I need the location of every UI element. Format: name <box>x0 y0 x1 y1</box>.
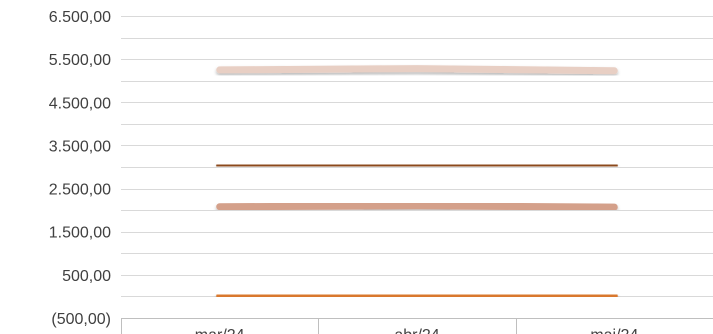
series-3 <box>216 292 618 300</box>
y-tick-label: 4.500,00 <box>49 95 111 112</box>
y-tick-label: 1.500,00 <box>49 225 111 242</box>
y-axis-tick-labels: (500,00) 500,00 1.500,00 2.500,00 3.500,00 4.… <box>49 9 111 328</box>
series-0 <box>216 65 618 75</box>
y-tick-label: 3.500,00 <box>49 138 111 155</box>
x-category-label: abr/24 <box>394 327 439 334</box>
series-lines <box>216 65 618 300</box>
y-tick-label: 6.500,00 <box>49 9 111 26</box>
x-axis: mar/24 abr/24 mai/24 <box>121 318 713 334</box>
series-2 <box>216 202 618 211</box>
series-line <box>216 202 618 211</box>
y-tick-label: 5.500,00 <box>49 52 111 69</box>
y-tick-label: (500,00) <box>51 311 111 328</box>
x-category-label: mai/24 <box>590 327 638 334</box>
x-category-label: mar/24 <box>195 327 245 334</box>
gridlines <box>121 16 713 319</box>
y-tick-label: 2.500,00 <box>49 182 111 199</box>
series-line <box>216 65 618 75</box>
y-tick-label: 500,00 <box>62 268 111 285</box>
series-1 <box>216 161 618 170</box>
